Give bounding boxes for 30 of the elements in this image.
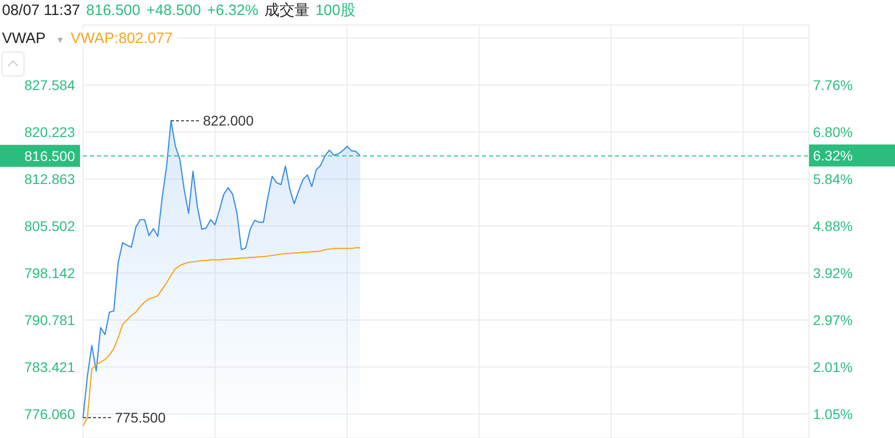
ref-line-label: 816.500 [24,148,76,164]
text: ▾ [58,35,63,46]
y-tick-label: 805.502 [24,218,76,234]
annotation: 775.500 [115,410,166,426]
y2-tick-label: 6.32% [813,147,853,164]
text: 100股 [315,2,356,19]
y2-tick-label: 1.05% [813,406,853,422]
y-tick-label: 790.781 [24,312,76,328]
text: VWAP:802.077 [70,30,173,47]
text: VWAP [2,30,46,47]
y-tick-label: 820.223 [24,124,76,140]
text: 816.500 [86,2,140,19]
text: +6.32% [207,2,258,19]
y2-tick-label: 3.92% [813,265,853,282]
y2-tick-label: 2.97% [813,312,853,328]
text: +48.500 [146,2,202,19]
y-tick-label: 827.584 [24,77,76,94]
chart-title: 08/07 11:37 [2,2,80,19]
y2-tick-label: 6.80% [813,124,853,140]
line-series [82,247,361,426]
y2-tick-label: 2.01% [813,358,853,375]
y-tick-label: 798.142 [24,265,76,282]
y2-tick-label: 7.76% [813,76,853,93]
y2-tick-label: 5.84% [813,171,853,188]
text: 成交量 [264,2,310,19]
y-tick-label: 783.421 [24,359,76,376]
annotation: 822.000 [203,112,254,129]
y-tick-label: 776.060 [24,406,76,422]
y-tick-label: 812.863 [24,171,76,188]
y2-tick-label: 4.88% [813,218,853,234]
